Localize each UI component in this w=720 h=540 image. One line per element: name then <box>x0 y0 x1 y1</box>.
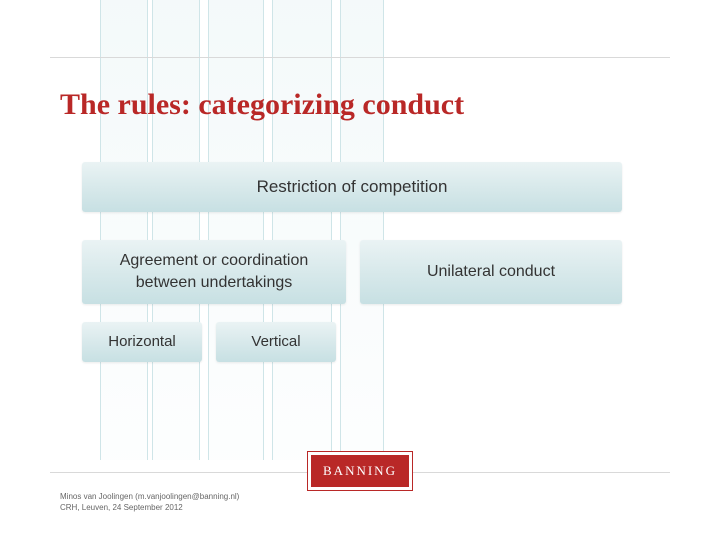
box-label: Agreement or coordination between undert… <box>90 250 338 293</box>
brand-logo-text: BANNING <box>323 463 397 479</box>
background-columns <box>100 0 400 460</box>
footer-line1: Minos van Joolingen (m.vanjoolingen@bann… <box>60 492 239 503</box>
box-unilateral: Unilateral conduct <box>360 240 622 304</box>
footer-line2: CRH, Leuven, 24 September 2012 <box>60 503 239 514</box>
box-label: Restriction of competition <box>257 176 448 199</box>
box-label: Vertical <box>251 332 300 352</box>
divider-top <box>50 57 670 58</box>
footer-text: Minos van Joolingen (m.vanjoolingen@bann… <box>60 492 239 514</box>
box-label: Horizontal <box>108 332 176 352</box>
brand-logo: BANNING <box>308 452 412 490</box>
box-vertical: Vertical <box>216 322 336 362</box>
page-title: The rules: categorizing conduct <box>60 88 464 122</box>
box-agreement: Agreement or coordination between undert… <box>82 240 346 304</box>
box-horizontal: Horizontal <box>82 322 202 362</box>
box-label: Unilateral conduct <box>427 261 555 283</box>
box-restriction: Restriction of competition <box>82 162 622 212</box>
